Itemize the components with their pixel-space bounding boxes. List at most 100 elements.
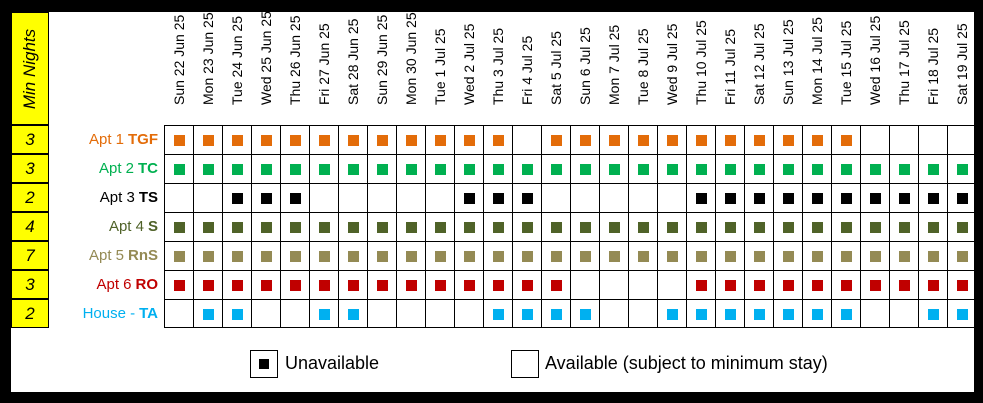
availability-cell[interactable] — [483, 183, 512, 212]
availability-cell[interactable] — [164, 154, 193, 183]
availability-cell[interactable] — [193, 299, 222, 328]
availability-cell[interactable] — [715, 125, 744, 154]
availability-cell[interactable] — [773, 125, 802, 154]
availability-cell[interactable] — [599, 183, 628, 212]
availability-cell[interactable] — [657, 125, 686, 154]
availability-cell[interactable] — [831, 183, 860, 212]
availability-cell[interactable] — [541, 212, 570, 241]
availability-cell[interactable] — [193, 125, 222, 154]
availability-cell[interactable] — [309, 212, 338, 241]
availability-cell[interactable] — [570, 299, 599, 328]
availability-cell[interactable] — [744, 241, 773, 270]
availability-cell[interactable] — [889, 270, 918, 299]
availability-cell[interactable] — [889, 125, 918, 154]
availability-cell[interactable] — [744, 212, 773, 241]
availability-cell[interactable] — [309, 299, 338, 328]
availability-cell[interactable] — [338, 270, 367, 299]
availability-cell[interactable] — [280, 212, 309, 241]
availability-cell[interactable] — [309, 125, 338, 154]
availability-cell[interactable] — [454, 270, 483, 299]
availability-cell[interactable] — [454, 299, 483, 328]
availability-cell[interactable] — [222, 212, 251, 241]
availability-cell[interactable] — [367, 125, 396, 154]
availability-cell[interactable] — [831, 241, 860, 270]
availability-cell[interactable] — [715, 154, 744, 183]
availability-cell[interactable] — [860, 270, 889, 299]
availability-cell[interactable] — [512, 183, 541, 212]
availability-cell[interactable] — [222, 154, 251, 183]
availability-cell[interactable] — [483, 212, 512, 241]
availability-cell[interactable] — [425, 299, 454, 328]
availability-cell[interactable] — [251, 212, 280, 241]
availability-cell[interactable] — [541, 154, 570, 183]
availability-cell[interactable] — [599, 299, 628, 328]
availability-cell[interactable] — [947, 212, 976, 241]
availability-cell[interactable] — [483, 125, 512, 154]
availability-cell[interactable] — [164, 299, 193, 328]
availability-cell[interactable] — [338, 212, 367, 241]
availability-cell[interactable] — [918, 154, 947, 183]
availability-cell[interactable] — [599, 241, 628, 270]
availability-cell[interactable] — [512, 154, 541, 183]
availability-cell[interactable] — [599, 270, 628, 299]
availability-cell[interactable] — [744, 270, 773, 299]
availability-cell[interactable] — [251, 183, 280, 212]
availability-cell[interactable] — [570, 183, 599, 212]
availability-cell[interactable] — [802, 125, 831, 154]
availability-cell[interactable] — [802, 154, 831, 183]
availability-cell[interactable] — [831, 154, 860, 183]
availability-cell[interactable] — [425, 212, 454, 241]
availability-cell[interactable] — [686, 270, 715, 299]
availability-cell[interactable] — [367, 299, 396, 328]
availability-cell[interactable] — [686, 299, 715, 328]
availability-cell[interactable] — [309, 241, 338, 270]
availability-cell[interactable] — [251, 125, 280, 154]
availability-cell[interactable] — [193, 183, 222, 212]
availability-cell[interactable] — [367, 241, 396, 270]
availability-cell[interactable] — [338, 125, 367, 154]
availability-cell[interactable] — [686, 154, 715, 183]
availability-cell[interactable] — [889, 241, 918, 270]
availability-cell[interactable] — [802, 183, 831, 212]
availability-cell[interactable] — [338, 154, 367, 183]
availability-cell[interactable] — [918, 183, 947, 212]
availability-cell[interactable] — [367, 212, 396, 241]
availability-cell[interactable] — [918, 299, 947, 328]
availability-cell[interactable] — [860, 299, 889, 328]
availability-cell[interactable] — [541, 125, 570, 154]
availability-cell[interactable] — [773, 241, 802, 270]
availability-cell[interactable] — [193, 212, 222, 241]
availability-cell[interactable] — [918, 212, 947, 241]
availability-cell[interactable] — [628, 183, 657, 212]
availability-cell[interactable] — [367, 270, 396, 299]
availability-cell[interactable] — [744, 299, 773, 328]
availability-cell[interactable] — [802, 212, 831, 241]
availability-cell[interactable] — [715, 212, 744, 241]
availability-cell[interactable] — [425, 125, 454, 154]
availability-cell[interactable] — [686, 212, 715, 241]
availability-cell[interactable] — [454, 154, 483, 183]
availability-cell[interactable] — [628, 270, 657, 299]
availability-cell[interactable] — [164, 212, 193, 241]
availability-cell[interactable] — [947, 299, 976, 328]
availability-cell[interactable] — [657, 241, 686, 270]
availability-cell[interactable] — [396, 299, 425, 328]
availability-cell[interactable] — [425, 154, 454, 183]
availability-cell[interactable] — [628, 241, 657, 270]
availability-cell[interactable] — [889, 183, 918, 212]
availability-cell[interactable] — [802, 270, 831, 299]
availability-cell[interactable] — [860, 125, 889, 154]
availability-cell[interactable] — [396, 125, 425, 154]
availability-cell[interactable] — [425, 241, 454, 270]
availability-cell[interactable] — [222, 241, 251, 270]
availability-cell[interactable] — [483, 270, 512, 299]
availability-cell[interactable] — [396, 154, 425, 183]
availability-cell[interactable] — [280, 270, 309, 299]
availability-cell[interactable] — [570, 241, 599, 270]
availability-cell[interactable] — [831, 299, 860, 328]
availability-cell[interactable] — [280, 241, 309, 270]
availability-cell[interactable] — [860, 241, 889, 270]
availability-cell[interactable] — [831, 270, 860, 299]
availability-cell[interactable] — [889, 212, 918, 241]
availability-cell[interactable] — [338, 183, 367, 212]
